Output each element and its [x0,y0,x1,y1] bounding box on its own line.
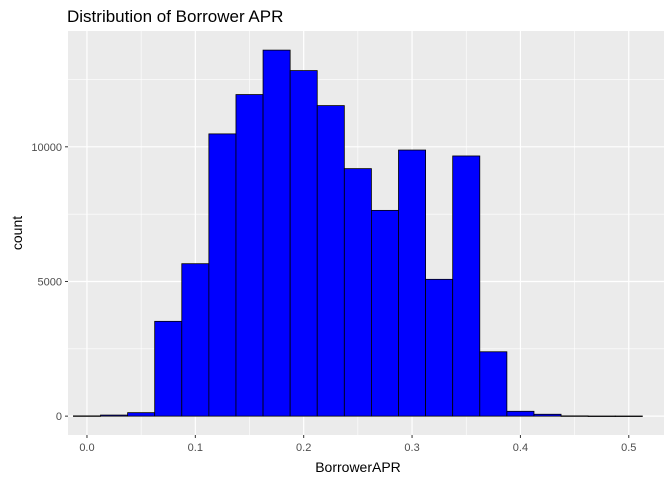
x-tick-label: 0.0 [79,442,94,454]
histogram-bar [127,412,156,417]
histogram-bar [398,149,427,417]
y-tick-label: 0 [56,411,62,423]
histogram-bar [73,415,101,417]
x-tick-label: 0.5 [621,442,636,454]
histogram-bar [614,415,643,417]
x-axis-ticks: 0.0 0.1 0.2 0.3 0.4 0.5 [79,435,636,454]
x-axis-title: BorrowerAPR [315,459,401,475]
histogram-bar [560,415,589,417]
histogram-bar [533,413,562,417]
y-axis-title: count [9,216,25,250]
histogram-bar [479,351,508,417]
histogram-bar [425,278,454,417]
x-tick-label: 0.4 [513,442,528,454]
y-tick-label: 5000 [38,276,62,288]
histogram-bar [371,209,399,417]
x-tick-label: 0.1 [188,442,203,454]
histogram-bar [154,320,183,417]
histogram-bar [208,133,237,417]
x-tick-label: 0.2 [296,442,311,454]
histogram-bar [587,415,616,417]
histogram-bar [100,414,129,417]
histogram-bar [452,155,481,417]
chart-title: Distribution of Borrower APR [67,7,283,26]
histogram-bar [289,70,318,417]
histogram-bar [181,263,210,417]
histogram-bars [73,49,643,417]
y-axis-ticks: 0 5000 10000 [31,142,68,423]
histogram-bar [316,105,345,417]
x-tick-label: 0.3 [404,442,419,454]
histogram-bar [343,168,372,417]
histogram-bar [235,94,264,417]
y-tick-label: 10000 [31,142,62,154]
histogram-bar [262,49,291,417]
histogram-bar [506,410,535,417]
